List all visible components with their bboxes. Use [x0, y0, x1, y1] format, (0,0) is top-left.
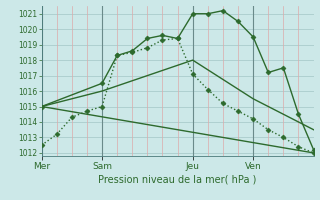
X-axis label: Pression niveau de la mer( hPa ): Pression niveau de la mer( hPa )	[99, 175, 257, 185]
